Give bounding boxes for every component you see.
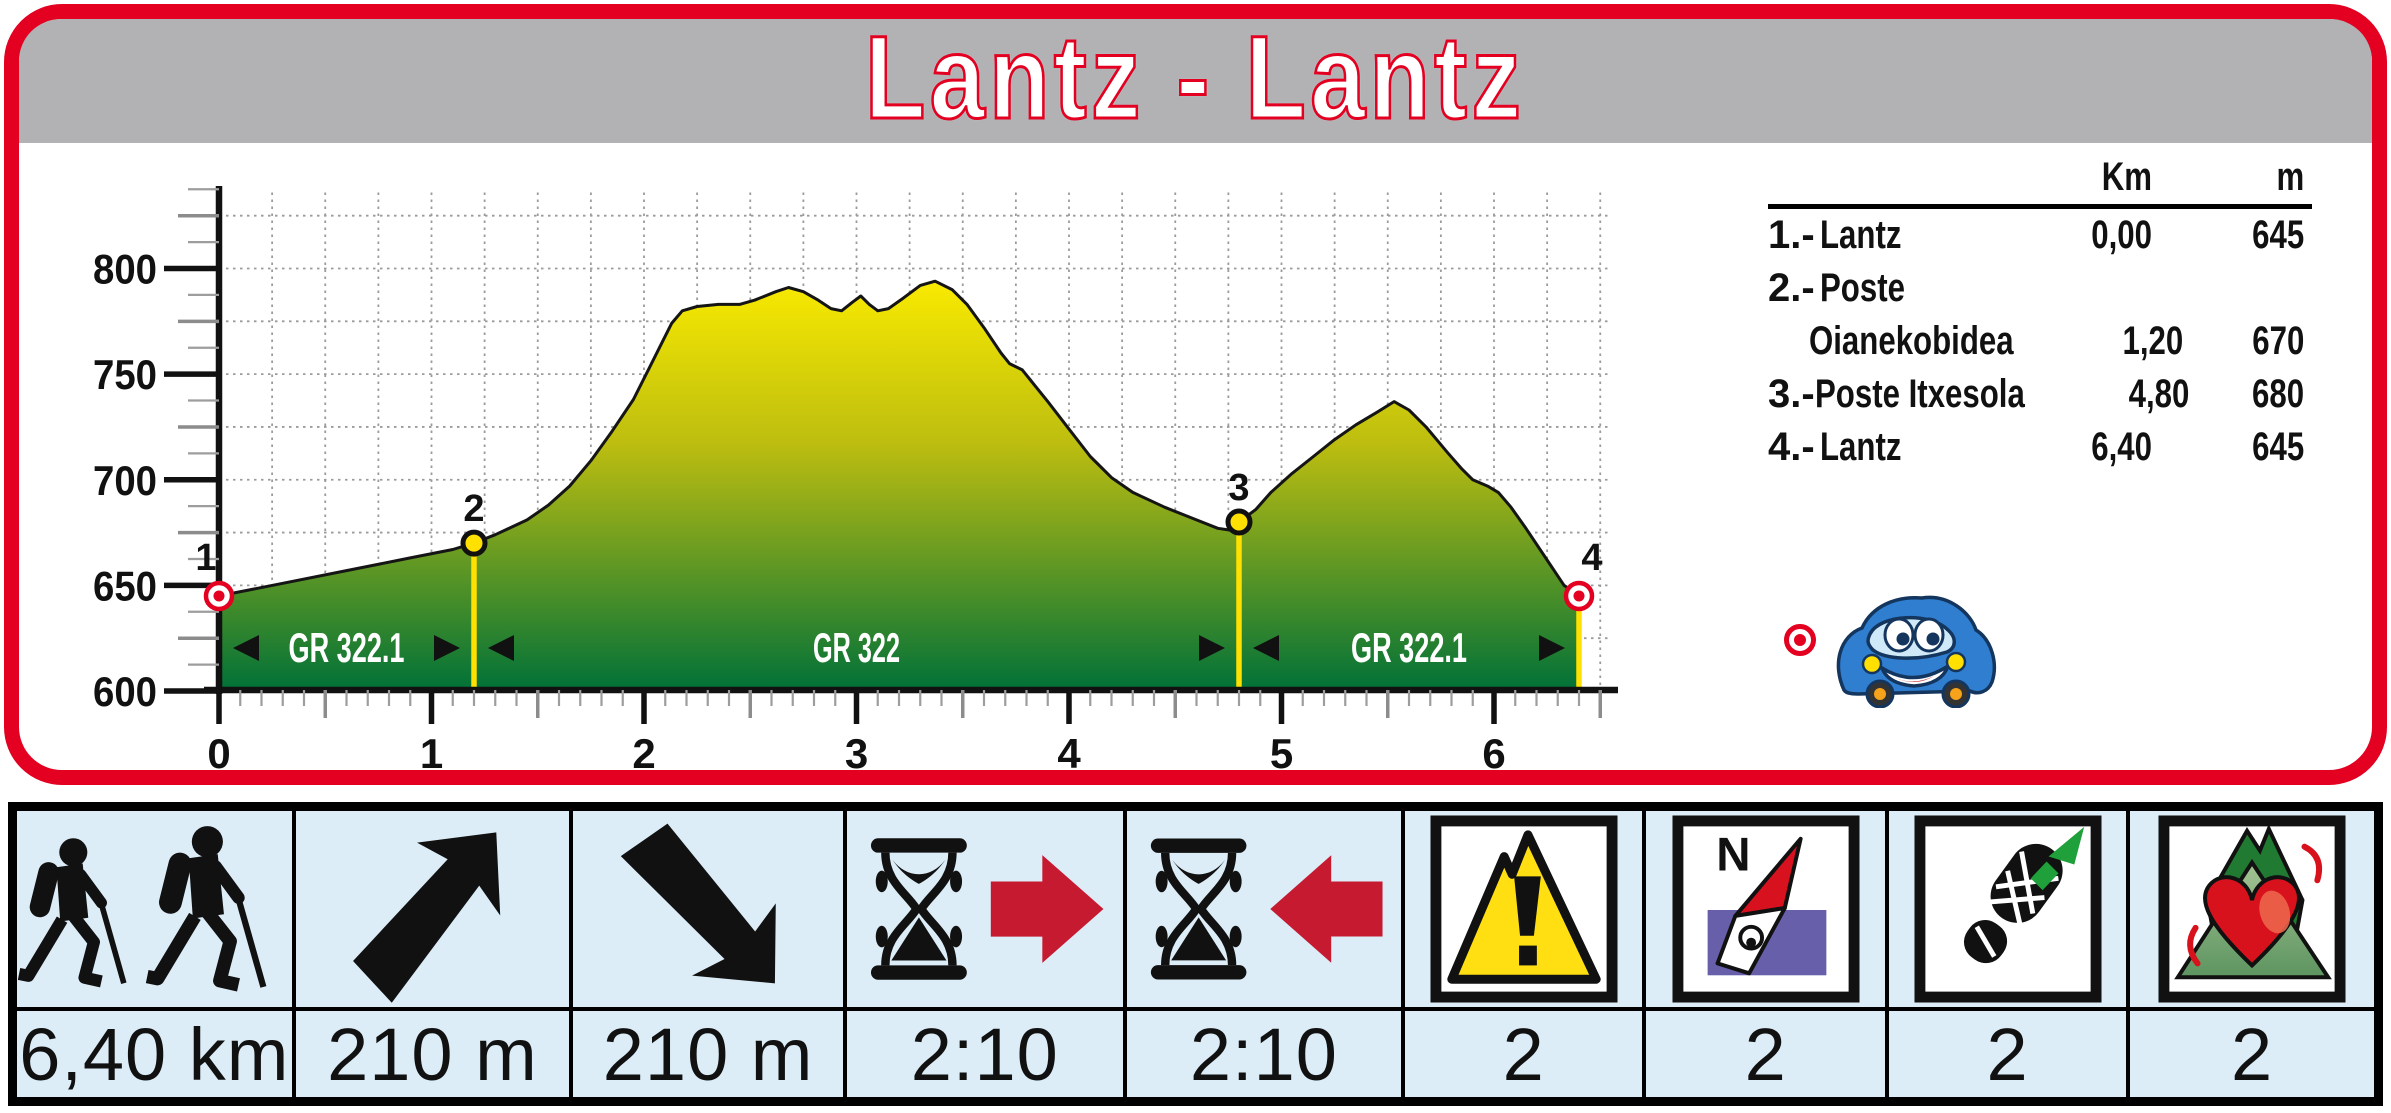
svg-text:650: 650 [93,562,157,609]
direction-arrow [2030,826,2084,891]
summary-cell-terrain [1889,811,2131,1011]
summary-cell-time-forward [846,811,1127,1011]
svg-text:5: 5 [1270,730,1293,777]
svg-text:4: 4 [1057,730,1081,777]
summary-cell-time-reverse [1126,811,1406,1011]
svg-text:1: 1 [420,730,443,777]
summary-cell-ascent [295,811,574,1011]
hikers-icon [17,816,292,1002]
table-row: 4.- Lantz 6,40 645 [1768,425,2305,469]
elevation-chart: GR 322.1 GR 322 GR 322.1 0 1 2 3 4 5 6 600 650 700 75… [93,186,1618,777]
svg-text:2: 2 [632,730,655,777]
svg-text:2: 2 [463,488,484,530]
difficulty-warning-icon [1430,815,1618,1003]
time-reverse-hourglass-icon [1127,823,1383,995]
cartoon-car [1836,595,1997,709]
svg-text:3: 3 [1228,467,1249,509]
svg-text:6: 6 [1482,730,1505,777]
svg-text:700: 700 [93,457,157,504]
table-row: 1.- Lantz 0,00 645 [1768,213,2305,257]
orientation-value: 2 [1646,1011,1890,1097]
summary-cell-orientation: N [1646,811,1890,1011]
summary-table: N [8,802,2383,1106]
svg-text:3: 3 [845,730,868,777]
compass-north-letter: N [1716,828,1750,881]
col-header-m: m [2276,155,2305,199]
svg-text:600: 600 [93,668,157,715]
summary-cell-difficulty [1405,811,1647,1011]
effort-value: 2 [2230,1012,2274,1096]
svg-text:GR 322.1: GR 322.1 [289,624,405,671]
car-icon [1784,595,1997,709]
orientation-compass-icon: N [1672,815,1860,1003]
svg-text:4: 4 [1581,537,1602,579]
terrain-value: 2 [1889,1011,2131,1097]
table-row: 3.- Poste Itxesola 4,80 680 [1768,372,2305,416]
red-left-arrow [1269,855,1383,963]
svg-text:800: 800 [93,246,157,293]
effort-heart-icon [2158,815,2346,1003]
svg-text:GR 322: GR 322 [813,624,900,671]
svg-text:1: 1 [195,537,216,579]
waypoint-table-header: Km m [1768,148,2312,209]
table-row: 2.- Poste [1768,266,1905,310]
time-forward-value: 2:10 [847,1011,1127,1097]
target-marker-icon [1784,624,1816,656]
terrain-footprint-icon [1914,815,2102,1003]
svg-text:0: 0 [207,730,230,777]
waypoint-table-body: 1.- Lantz 0,00 645 2.- Poste Oianekobidea 1… [1768,209,2312,474]
time-reverse-value: 2:10 [1127,1011,1406,1097]
summary-cell-effort [2130,811,2374,1011]
svg-text:GR 322.1: GR 322.1 [1351,624,1467,671]
time-forward-hourglass-icon [847,823,1104,995]
distance-value: 6,40 km [17,1011,296,1097]
summary-cell-descent [573,811,847,1011]
car-illustration [1778,588,2008,713]
waypoint-table: Km m 1.- Lantz 0,00 645 2.- Poste Oianekobi… [1768,148,2312,474]
route-title: Lantz - Lantz [864,12,1526,144]
ascent-value: 210 m [296,1011,574,1097]
ascent-arrow-icon [353,832,501,1003]
descent-arrow-icon [620,823,776,984]
svg-text:750: 750 [93,351,157,398]
panel-header: Lantz - Lantz [19,12,2372,144]
descent-value: 210 m [573,1011,847,1097]
table-row: Oianekobidea 1,20 670 [1809,319,2305,363]
difficulty-value: 2 [1405,1011,1647,1097]
col-header-km: Km [2101,155,2152,199]
summary-cell-distance [17,811,296,1011]
red-right-arrow [990,855,1104,963]
